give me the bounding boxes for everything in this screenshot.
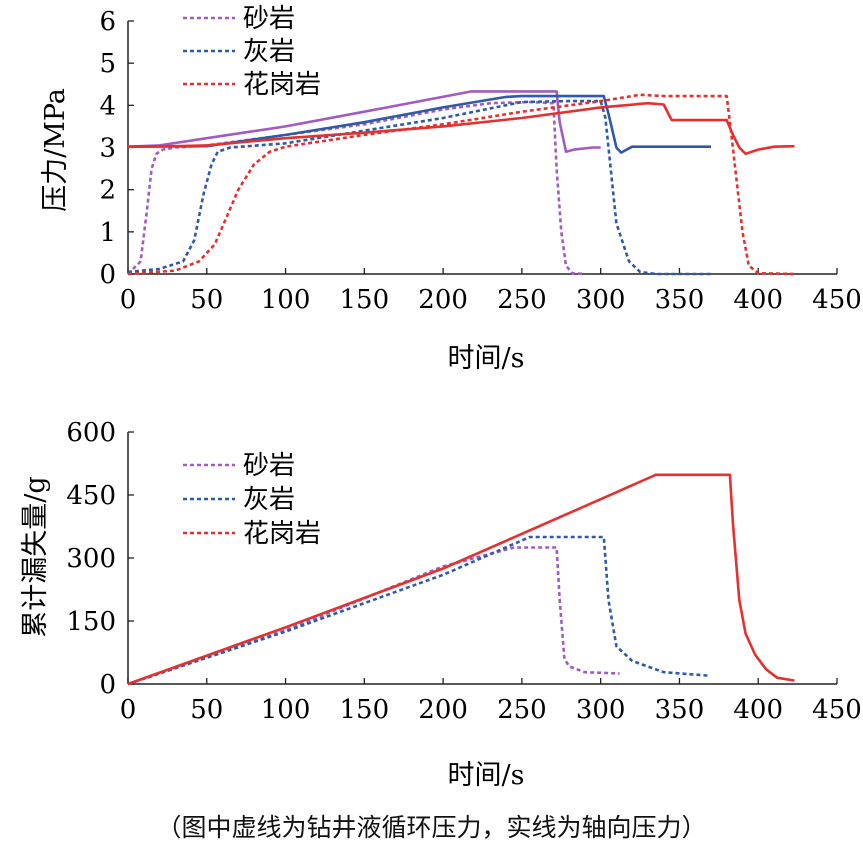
x-tick-label: 350	[655, 695, 705, 725]
series-line-砂岩-axial-pressure	[127, 90, 601, 153]
x-tick-label: 0	[120, 285, 137, 315]
x-tick-label: 150	[340, 695, 390, 725]
legend-label: 花岗岩	[243, 519, 321, 549]
y-tick-label: 6	[99, 7, 116, 37]
series-line-花岗岩	[127, 473, 795, 686]
series-line-砂岩-circulating-pressure	[127, 100, 585, 276]
y-tick-label: 0	[99, 260, 116, 290]
series-line-灰岩	[127, 535, 708, 686]
y-tick-label: 1	[99, 218, 116, 248]
y-tick-label: 600	[66, 418, 116, 448]
x-tick-label: 50	[190, 695, 223, 725]
series-line-花岗岩-circulating-pressure	[127, 93, 795, 276]
x-tick-label: 400	[733, 285, 783, 315]
x-tick-label: 450	[812, 285, 862, 315]
y-tick-label: 5	[99, 49, 116, 79]
y-tick-label: 150	[66, 607, 116, 637]
x-tick-label: 350	[655, 285, 705, 315]
x-tick-label: 0	[120, 695, 137, 725]
x-tick-label: 250	[497, 285, 547, 315]
legend-label: 灰岩	[243, 37, 295, 67]
x-tick-label: 400	[733, 695, 783, 725]
chart-0-ylabel: 压力/MPa	[40, 88, 71, 212]
chart-1-ylabel: 累计漏失量/g	[20, 476, 51, 637]
y-tick-label: 450	[66, 481, 116, 511]
x-tick-label: 100	[261, 695, 311, 725]
legend-label: 砂岩	[243, 4, 295, 34]
series-line-花岗岩-axial-pressure	[127, 101, 795, 156]
x-tick-label: 150	[340, 285, 390, 315]
chart-0-xlabel: 时间/s	[448, 343, 525, 374]
x-tick-label: 200	[418, 285, 468, 315]
leak-volume-chart: 累计漏失量/g 时间/s 0 50 100 150 200 250 300 350 400 450…	[20, 418, 862, 791]
x-tick-label: 50	[190, 285, 223, 315]
x-tick-label: 300	[576, 695, 626, 725]
legend-label: 灰岩	[243, 485, 295, 515]
y-tick-label: 0	[99, 670, 116, 700]
y-tick-label: 4	[99, 91, 116, 121]
series-line-灰岩-circulating-pressure	[127, 99, 711, 276]
legend-label: 花岗岩	[243, 70, 321, 100]
x-tick-label: 200	[418, 695, 468, 725]
x-tick-label: 300	[576, 285, 626, 315]
y-tick-label: 2	[99, 176, 116, 206]
x-tick-label: 100	[261, 285, 311, 315]
series-line-砂岩	[127, 546, 620, 686]
chart-1-xlabel: 时间/s	[448, 760, 525, 791]
legend-label: 砂岩	[243, 451, 295, 481]
y-tick-label: 3	[99, 134, 116, 164]
figure-caption: （图中虚线为钻井液循环压力，实线为轴向压力）	[156, 813, 707, 842]
x-tick-label: 250	[497, 695, 547, 725]
series-line-灰岩-axial-pressure	[127, 94, 711, 154]
y-tick-label: 300	[66, 544, 116, 574]
pressure-chart: 压力/MPa 时间/s 0 50 100 150 200 250 300 350 400 450 0…	[40, 4, 862, 374]
x-tick-label: 450	[812, 695, 862, 725]
